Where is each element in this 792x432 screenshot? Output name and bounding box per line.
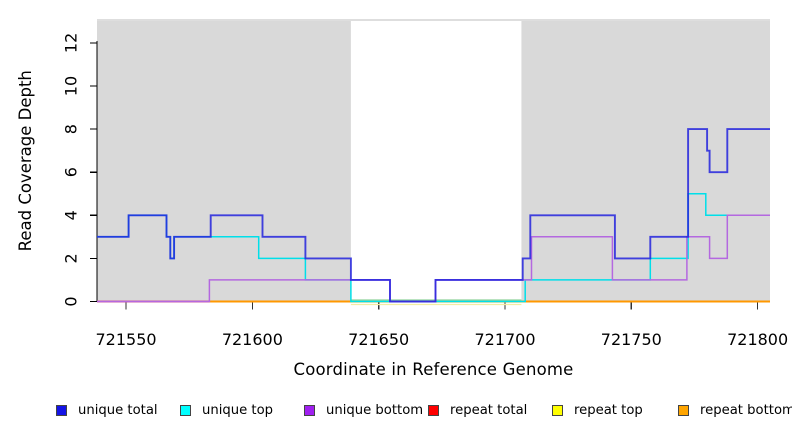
legend-swatch-icon bbox=[428, 404, 439, 416]
y-tick-label: 8 bbox=[62, 124, 81, 134]
legend-label: unique bottom bbox=[326, 402, 424, 418]
legend-label: repeat top bbox=[574, 402, 643, 418]
legend-swatch-icon bbox=[552, 404, 563, 416]
legend-item-repeat-top: repeat top bbox=[552, 401, 643, 419]
legend-item-unique-bottom: unique bottom bbox=[304, 401, 423, 419]
masked-region-right bbox=[521, 21, 770, 302]
y-tick-label: 6 bbox=[62, 167, 81, 177]
legend-label: unique top bbox=[202, 402, 274, 418]
x-axis-title: Coordinate in Reference Genome bbox=[293, 360, 574, 379]
legend: unique total unique top unique bottom repea… bbox=[0, 401, 792, 421]
x-tick-label: 721600 bbox=[222, 330, 283, 349]
y-axis-title: Read Coverage Depth bbox=[16, 70, 35, 251]
legend-label: unique total bbox=[78, 402, 158, 418]
y-tick-label: 4 bbox=[62, 210, 81, 220]
series-line-unique-total bbox=[97, 128, 770, 303]
masked-region-left bbox=[97, 21, 351, 302]
legend-item-repeat-total: repeat total bbox=[428, 401, 527, 419]
x-tick-label: 721700 bbox=[474, 330, 535, 349]
y-tick-label: 0 bbox=[62, 296, 81, 306]
x-tick-label: 721650 bbox=[348, 330, 409, 349]
legend-item-unique-total: unique total bbox=[56, 401, 158, 419]
legend-item-repeat-bottom: repeat bottom bbox=[678, 401, 792, 419]
legend-swatch-icon bbox=[304, 404, 315, 416]
y-tick-label: 12 bbox=[62, 33, 81, 53]
legend-item-unique-top: unique top bbox=[180, 401, 273, 419]
legend-swatch-icon bbox=[180, 404, 191, 416]
legend-label: repeat total bbox=[450, 402, 528, 418]
x-tick-label: 721550 bbox=[96, 330, 157, 349]
legend-swatch-icon bbox=[56, 404, 67, 416]
legend-swatch-icon bbox=[678, 404, 689, 416]
y-tick-label: 2 bbox=[62, 253, 81, 263]
y-tick-label: 10 bbox=[62, 76, 81, 96]
x-tick-label: 721800 bbox=[727, 330, 788, 349]
legend-label: repeat bottom bbox=[700, 402, 792, 418]
x-tick-label: 721750 bbox=[601, 330, 662, 349]
